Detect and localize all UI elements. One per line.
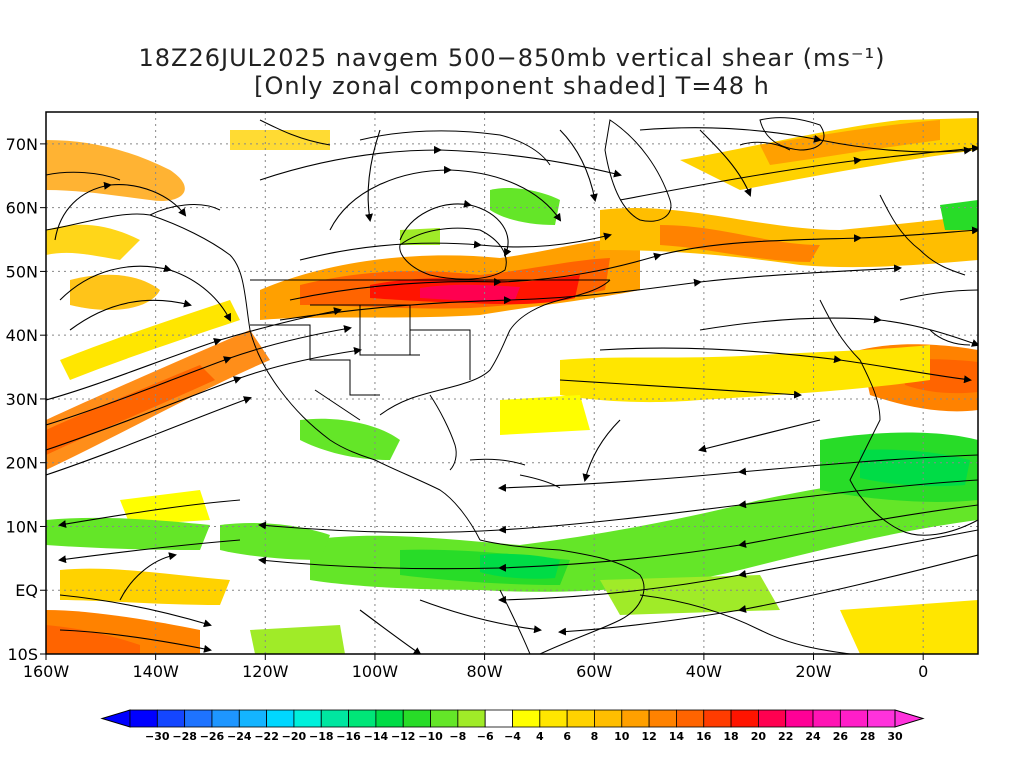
lon-label: 60W bbox=[576, 662, 612, 681]
colorbar-labels: −30 −28 −26 −24 −22 −20 −18 −16 −14 −12 −10 −8 −6 −4 4… bbox=[145, 730, 903, 743]
colorbar-label: 16 bbox=[696, 730, 712, 743]
colorbar-arrow-left bbox=[100, 709, 131, 728]
colorbar-swatch bbox=[867, 709, 896, 728]
colorbar-swatch bbox=[402, 709, 431, 728]
lat-label: EQ bbox=[15, 581, 38, 600]
colorbar-label: −18 bbox=[309, 730, 334, 743]
lon-label: 100W bbox=[352, 662, 399, 681]
lat-label: 10N bbox=[6, 517, 38, 536]
lat-label: 10S bbox=[7, 645, 38, 664]
colorbar-swatch bbox=[512, 709, 541, 728]
colorbar-label: −24 bbox=[227, 730, 252, 743]
colorbar-swatch bbox=[348, 709, 377, 728]
colorbar-label: −28 bbox=[172, 730, 197, 743]
lat-label: 50N bbox=[6, 262, 38, 281]
colorbar-label: 30 bbox=[887, 730, 903, 743]
map-frame bbox=[45, 111, 979, 655]
colorbar-label: −20 bbox=[282, 730, 307, 743]
colorbar-swatch bbox=[676, 709, 705, 728]
colorbar-swatch bbox=[839, 709, 869, 728]
colorbar-label: −12 bbox=[391, 730, 416, 743]
longitude-labels: 160W 140W 120W 100W 80W 60W 40W 20W 0 bbox=[23, 662, 928, 681]
colorbar-swatch bbox=[129, 709, 158, 728]
colorbar-label: −26 bbox=[200, 730, 225, 743]
colorbar-swatch bbox=[430, 709, 459, 728]
colorbar-swatch bbox=[757, 709, 787, 728]
lon-label: 80W bbox=[466, 662, 502, 681]
latitude-labels: 70N 60N 50N 40N 30N 20N 10N EQ 10S bbox=[6, 135, 38, 664]
lat-label: 40N bbox=[6, 326, 38, 345]
lon-label: 40W bbox=[686, 662, 722, 681]
colorbar-arrow-right bbox=[894, 709, 925, 728]
lat-label: 70N bbox=[6, 135, 38, 154]
colorbar-swatch bbox=[457, 709, 486, 728]
colorbar-swatch bbox=[156, 709, 186, 728]
colorbar-swatch bbox=[621, 709, 650, 728]
colorbar-label: 22 bbox=[778, 730, 793, 743]
colorbar-swatch bbox=[730, 709, 759, 728]
colorbar-label: 10 bbox=[614, 730, 630, 743]
colorbar-label: 4 bbox=[536, 730, 544, 743]
lon-label: 20W bbox=[795, 662, 831, 681]
colorbar-swatch bbox=[484, 709, 513, 728]
colorbar-label: 20 bbox=[751, 730, 767, 743]
colorbar-label: 12 bbox=[641, 730, 656, 743]
colorbar-label: 26 bbox=[833, 730, 849, 743]
colorbar-swatch bbox=[812, 709, 841, 728]
colorbar-swatch bbox=[211, 709, 240, 728]
colorbar-label: 18 bbox=[723, 730, 738, 743]
lon-label: 120W bbox=[242, 662, 289, 681]
lon-label: 0 bbox=[918, 662, 928, 681]
colorbar-label: 14 bbox=[669, 730, 685, 743]
colorbar-label: 6 bbox=[563, 730, 571, 743]
colorbar-label: −16 bbox=[336, 730, 361, 743]
colorbar-swatch bbox=[184, 709, 213, 728]
colorbar-label: −8 bbox=[449, 730, 466, 743]
chart-title-line2: [Only zonal component shaded] T=48 h bbox=[254, 72, 770, 100]
axis-ticks bbox=[40, 143, 924, 660]
lat-label: 60N bbox=[6, 199, 38, 218]
lon-label: 160W bbox=[23, 662, 70, 681]
chart-title-line1: 18Z26JUL2025 navgem 500−850mb vertical s… bbox=[138, 44, 886, 72]
colorbar-label: −22 bbox=[254, 730, 279, 743]
colorbar-label: −10 bbox=[418, 730, 443, 743]
colorbar-swatch bbox=[375, 709, 404, 728]
colorbar-swatch bbox=[238, 709, 268, 728]
colorbar-swatch bbox=[648, 709, 677, 728]
colorbar-swatch bbox=[785, 709, 814, 728]
colorbar-swatch bbox=[320, 709, 349, 728]
colorbar-label: 28 bbox=[860, 730, 875, 743]
colorbar-swatch bbox=[539, 709, 568, 728]
colorbar-swatch bbox=[266, 709, 295, 728]
colorbar-swatch bbox=[293, 709, 322, 728]
colorbar-label: 8 bbox=[591, 730, 599, 743]
colorbar-label: −6 bbox=[477, 730, 494, 743]
lon-label: 140W bbox=[132, 662, 179, 681]
colorbar-swatch bbox=[594, 709, 623, 728]
colorbar-label: −30 bbox=[145, 730, 170, 743]
streamlines bbox=[46, 127, 978, 654]
colorbar bbox=[100, 709, 925, 728]
colorbar-swatch bbox=[703, 709, 732, 728]
colorbar-label: 24 bbox=[805, 730, 821, 743]
lat-label: 20N bbox=[6, 454, 38, 473]
colorbar-swatch bbox=[566, 709, 595, 728]
lat-label: 30N bbox=[6, 390, 38, 409]
colorbar-label: −4 bbox=[504, 730, 521, 743]
colorbar-label: −14 bbox=[364, 730, 389, 743]
